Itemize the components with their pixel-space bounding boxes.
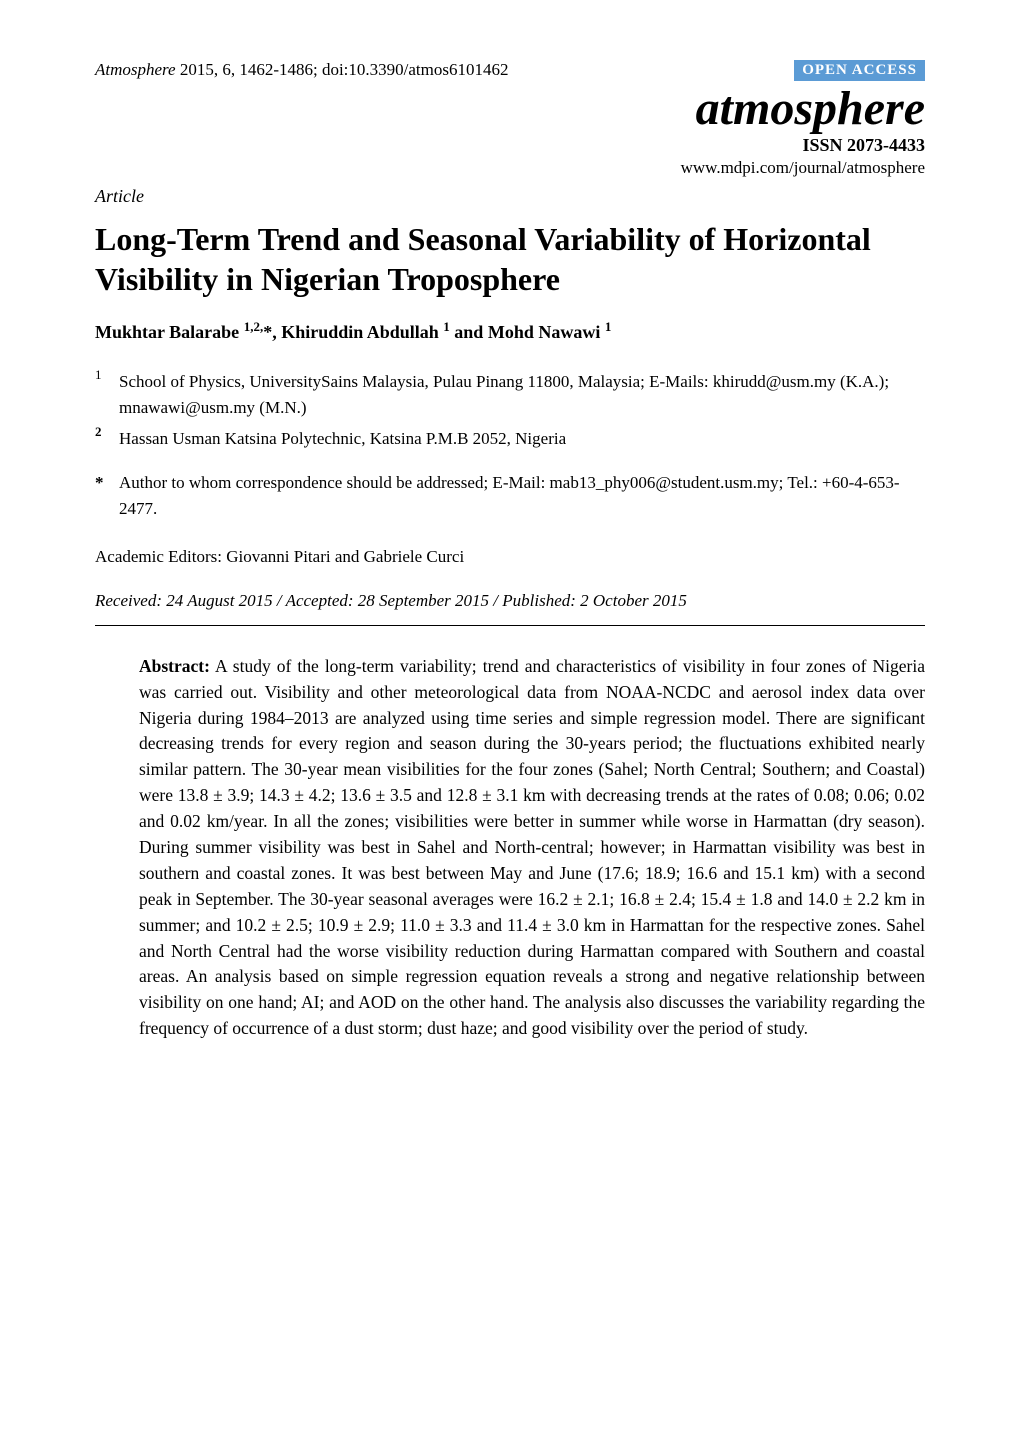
page-container: Atmosphere 2015, 6, 1462-1486; doi:10.33… [0,0,1020,1102]
affil-text: Hassan Usman Katsina Polytechnic, Katsin… [119,426,566,452]
journal-block: OPEN ACCESS atmosphere ISSN 2073-4433 ww… [681,60,925,178]
authors: Mukhtar Balarabe 1,2,*, Khiruddin Abdull… [95,319,925,343]
author-3-name: Mohd Nawawi [488,322,605,342]
affil-text: Author to whom correspondence should be … [119,470,925,523]
header-row: Atmosphere 2015, 6, 1462-1486; doi:10.33… [95,60,925,178]
affiliations: 1 School of Physics, UniversitySains Mal… [95,369,925,523]
affiliation-row: 1 School of Physics, UniversitySains Mal… [95,369,925,422]
article-type: Article [95,186,925,207]
affil-text: School of Physics, UniversitySains Malay… [119,369,925,422]
author-2-name: Khiruddin Abdullah [281,322,443,342]
affiliation-row: * Author to whom correspondence should b… [95,470,925,523]
journal-name: atmosphere [681,85,925,133]
citation: Atmosphere 2015, 6, 1462-1486; doi:10.33… [95,60,509,80]
author-1-name: Mukhtar Balarabe [95,322,244,342]
abstract-text: A study of the long-term variability; tr… [139,656,925,1038]
open-access-badge-wrap: OPEN ACCESS [681,60,925,81]
abstract-label: Abstract: [139,656,210,676]
affil-marker: * [95,470,119,523]
open-access-badge: OPEN ACCESS [794,60,925,81]
affil-marker: 1 [95,365,119,418]
article-title: Long-Term Trend and Seasonal Variability… [95,219,925,299]
citation-rest: 2015, 6, 1462-1486; doi:10.3390/atmos610… [176,60,509,79]
author-3-sup: 1 [605,319,612,334]
author-sep-2: and [450,322,488,342]
affil-marker: 2 [95,422,119,448]
abstract: Abstract: A study of the long-term varia… [139,654,925,1042]
journal-url: www.mdpi.com/journal/atmosphere [681,158,925,178]
article-dates: Received: 24 August 2015 / Accepted: 28 … [95,591,925,611]
author-1-star: * [263,322,272,342]
academic-editors: Academic Editors: Giovanni Pitari and Ga… [95,547,925,567]
author-1-sup: 1,2, [244,319,264,334]
issn: ISSN 2073-4433 [681,135,925,156]
author-sep-1: , [272,322,281,342]
divider [95,625,925,626]
citation-journal: Atmosphere [95,60,176,79]
affiliation-row: 2 Hassan Usman Katsina Polytechnic, Kats… [95,426,925,452]
